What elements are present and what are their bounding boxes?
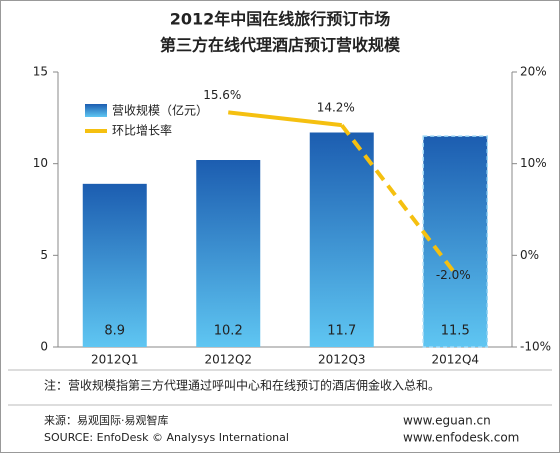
y2-tick-label: 20% bbox=[520, 65, 547, 79]
bar-value-label: 11.5 bbox=[441, 324, 470, 339]
source: 来源：易观国际·易观智库 bbox=[44, 413, 169, 427]
url: www.eguan.cn bbox=[403, 414, 491, 428]
x-tick-label: 2012Q3 bbox=[318, 353, 366, 367]
y-tick-label: 15 bbox=[33, 65, 48, 79]
y2-tick-label: -10% bbox=[520, 340, 551, 354]
y-tick-label: 10 bbox=[33, 156, 48, 170]
line-segment bbox=[228, 110, 342, 128]
x-tick-label: 2012Q1 bbox=[91, 353, 139, 367]
y2-tick-label: 0% bbox=[520, 248, 539, 262]
x-tick-label: 2012Q4 bbox=[431, 353, 479, 367]
legend-label: 营收规模（亿元） bbox=[112, 103, 208, 118]
note: 注：营收规模指第三方代理通过呼叫中心和在线预订的酒店佣金收入总和。 bbox=[44, 378, 440, 393]
chart-subtitle: 第三方在线代理酒店预订营收规模 bbox=[160, 36, 401, 55]
legend-swatch bbox=[85, 104, 107, 117]
bar bbox=[309, 132, 374, 347]
bar bbox=[82, 183, 147, 347]
y-tick-label: 5 bbox=[40, 248, 48, 262]
bar-value-label: 10.2 bbox=[214, 324, 243, 339]
url: www.enfodesk.com bbox=[403, 431, 519, 445]
chart-title: 2012年中国在线旅行预订市场 bbox=[170, 10, 391, 29]
legend-label: 环比增长率 bbox=[112, 123, 172, 138]
line-value-label: 15.6% bbox=[203, 88, 241, 102]
x-tick-label: 2012Q2 bbox=[204, 353, 252, 367]
line-value-label: -2.0% bbox=[436, 268, 471, 282]
source-en: SOURCE: EnfoDesk © Analysys Internationa… bbox=[44, 431, 289, 444]
bar-value-label: 8.9 bbox=[104, 324, 125, 339]
bar bbox=[196, 160, 261, 347]
bar-value-label: 11.7 bbox=[327, 324, 356, 339]
line-segment bbox=[340, 123, 457, 275]
y2-tick-label: 10% bbox=[520, 156, 547, 170]
bar bbox=[422, 135, 488, 348]
line-value-label: 14.2% bbox=[317, 101, 355, 115]
y-tick-label: 0 bbox=[40, 340, 48, 354]
